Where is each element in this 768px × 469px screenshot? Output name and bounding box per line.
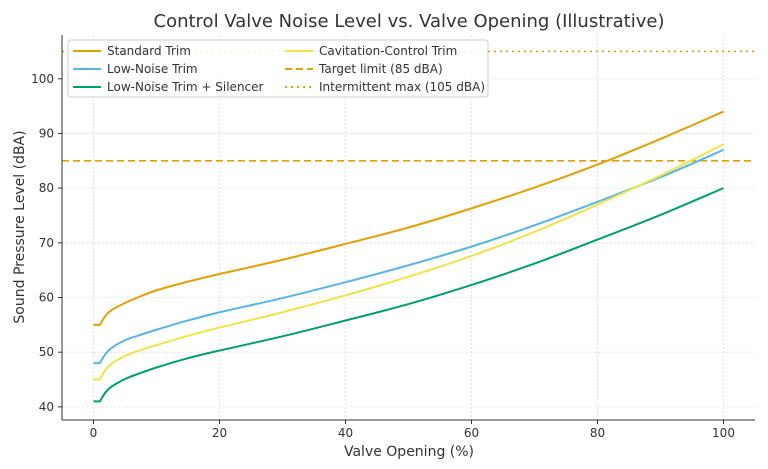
y-tick-label: 60 <box>39 291 54 305</box>
x-tick-label: 60 <box>464 426 479 440</box>
y-tick-label: 80 <box>39 181 54 195</box>
x-tick-label: 20 <box>212 426 227 440</box>
legend: Standard Trim Low-Noise Trim Low-Noise Tri… <box>67 39 489 98</box>
series-line <box>93 187 724 403</box>
chart-title: Control Valve Noise Level vs. Valve Open… <box>154 11 665 32</box>
legend-label: Intermittent max (105 dBA) <box>319 80 485 94</box>
legend-label: Target limit (85 dBA) <box>318 62 443 76</box>
legend-label: Standard Trim <box>107 44 191 58</box>
x-tick-label: 0 <box>90 426 98 440</box>
series-line <box>93 110 724 326</box>
y-axis-label: Sound Pressure Level (dBA) <box>12 130 28 323</box>
legend-box <box>67 39 489 98</box>
y-tick-label: 50 <box>39 345 54 359</box>
x-axis-label: Valve Opening (%) <box>344 444 474 460</box>
x-tick-label: 40 <box>338 426 353 440</box>
legend-label: Low-Noise Trim <box>107 62 198 76</box>
x-tick-label: 80 <box>590 426 605 440</box>
axes: 0 20 40 60 80 100 40 50 60 70 80 90 100 <box>31 35 755 440</box>
y-tick-label: 70 <box>39 236 54 250</box>
y-tick-label: 100 <box>31 72 54 86</box>
series-line <box>93 148 724 365</box>
legend-label: Low-Noise Trim + Silencer <box>107 80 264 94</box>
legend-label: Cavitation-Control Trim <box>319 44 457 58</box>
x-tick-label: 100 <box>712 426 735 440</box>
series-line <box>93 143 724 381</box>
y-tick-label: 40 <box>39 400 54 414</box>
y-tick-label: 90 <box>39 126 54 140</box>
series-lines <box>93 110 724 403</box>
grid <box>62 35 755 420</box>
